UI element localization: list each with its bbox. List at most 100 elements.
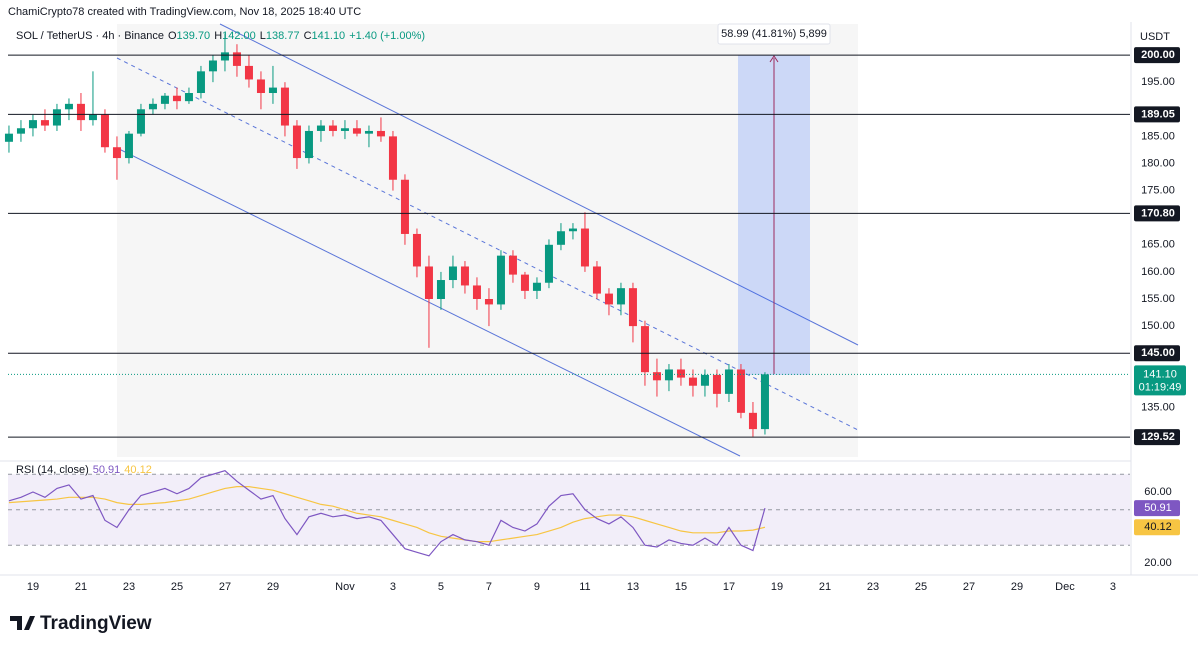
candle-body — [40, 120, 49, 126]
rsi-value: 40.12 — [124, 464, 152, 476]
candle-body — [52, 109, 61, 126]
x-tick-label: 15 — [675, 581, 687, 593]
candle-body — [724, 369, 733, 394]
x-tick-label: 21 — [819, 581, 831, 593]
candle-body — [760, 374, 769, 430]
candle-body — [460, 266, 469, 286]
candle-body — [520, 274, 529, 291]
y-tick-label: 185.00 — [1141, 130, 1175, 142]
x-tick-label: 5 — [438, 581, 444, 593]
ohlc-value: 139.70 — [177, 30, 211, 42]
x-tick-label: 19 — [771, 581, 783, 593]
candle-body — [256, 79, 265, 94]
candle-body — [316, 125, 325, 131]
candle-body — [436, 280, 445, 300]
level-tag — [1134, 106, 1180, 123]
measure-label-box — [717, 23, 831, 45]
x-tick-label: 9 — [534, 581, 540, 593]
channel-middle — [116, 57, 859, 431]
channel-background — [117, 24, 858, 457]
candle-body — [664, 369, 673, 381]
candle-body — [628, 288, 637, 327]
rsi-line — [8, 486, 766, 543]
y-tick-label: 155.00 — [1141, 293, 1175, 305]
currency: USDT — [1140, 31, 1170, 43]
drawings — [0, 22, 1198, 630]
x-tick-label: 21 — [75, 581, 87, 593]
x-tick-label: 7 — [486, 581, 492, 593]
candle-body — [688, 377, 697, 386]
x-tick-label: 29 — [1011, 581, 1023, 593]
measure-label: 58.99 (41.81%) 5,899 — [721, 28, 827, 40]
candle-body — [208, 60, 217, 72]
candle-body — [28, 120, 37, 129]
channel-upper — [219, 23, 859, 346]
candle-body — [76, 103, 85, 121]
logo-icon — [10, 616, 35, 630]
candle-body — [388, 136, 397, 180]
x-tick-label: Nov — [335, 581, 355, 593]
y-tick-label: 180.00 — [1141, 157, 1175, 169]
candle-body — [604, 293, 613, 305]
candle-body — [244, 65, 253, 80]
candle-body — [64, 103, 73, 110]
candle-body — [544, 244, 553, 283]
candle-body — [340, 128, 349, 131]
symbol: SOL / TetherUS · 4h · Binance — [16, 30, 164, 42]
candle-body — [700, 374, 709, 386]
candle-body — [376, 130, 385, 137]
last-price-tag — [1134, 365, 1186, 396]
x-tick-label: 11 — [579, 581, 590, 593]
y-tick-label: 195.00 — [1141, 76, 1175, 88]
candle-body — [196, 71, 205, 94]
candle-body — [508, 255, 517, 275]
candle-body — [736, 369, 745, 413]
x-tick-label: 27 — [219, 581, 231, 593]
candle-body — [424, 266, 433, 300]
y-tick-label: 160.00 — [1141, 266, 1175, 278]
candle-body — [148, 103, 157, 110]
level-tag — [1134, 47, 1180, 64]
y-tick-label: 165.00 — [1141, 239, 1175, 251]
candle-body — [100, 114, 109, 148]
candle-body — [496, 255, 505, 305]
candle-body — [592, 266, 601, 294]
candle-body — [268, 87, 277, 94]
candle-body — [352, 128, 361, 134]
candle-body — [640, 326, 649, 373]
candle-body — [88, 114, 97, 121]
level-label: 145.00 — [1141, 347, 1175, 359]
x-tick-label: 23 — [867, 581, 879, 593]
candle-body — [712, 374, 721, 394]
x-tick-label: 17 — [723, 581, 735, 593]
candle-body — [328, 125, 337, 131]
candle-body — [172, 95, 181, 102]
candle-body — [556, 231, 565, 245]
candle-body — [400, 179, 409, 234]
y-tick-label: 20.00 — [1144, 557, 1172, 569]
y-tick-label: 175.00 — [1141, 184, 1175, 196]
x-tick-label: 29 — [267, 581, 279, 593]
level-tag — [1134, 205, 1180, 222]
ohlc-value: 141.10 — [312, 30, 346, 42]
candle-body — [280, 87, 289, 126]
y-tick-label: 150.00 — [1141, 320, 1175, 332]
rsi-title: RSI (14, close) 50.91 40.12 — [16, 464, 152, 476]
ohlc-key: C — [304, 30, 312, 42]
countdown: 01:19:49 — [1139, 381, 1182, 393]
logo-text: TradingView — [40, 613, 152, 634]
x-tick-label: Dec — [1055, 581, 1075, 593]
x-tick-label: 25 — [915, 581, 927, 593]
rsi-line — [8, 470, 766, 557]
candle-body — [232, 52, 241, 66]
candle-body — [364, 130, 373, 134]
ohlc-key: L — [260, 30, 266, 42]
x-tick-label: 23 — [123, 581, 135, 593]
candle-body — [124, 133, 133, 159]
candle-body — [448, 266, 457, 281]
x-tick-label: 25 — [171, 581, 183, 593]
x-tick-label: 3 — [390, 581, 396, 593]
rsi-tag — [1134, 519, 1180, 536]
level-label: 170.80 — [1141, 207, 1175, 219]
